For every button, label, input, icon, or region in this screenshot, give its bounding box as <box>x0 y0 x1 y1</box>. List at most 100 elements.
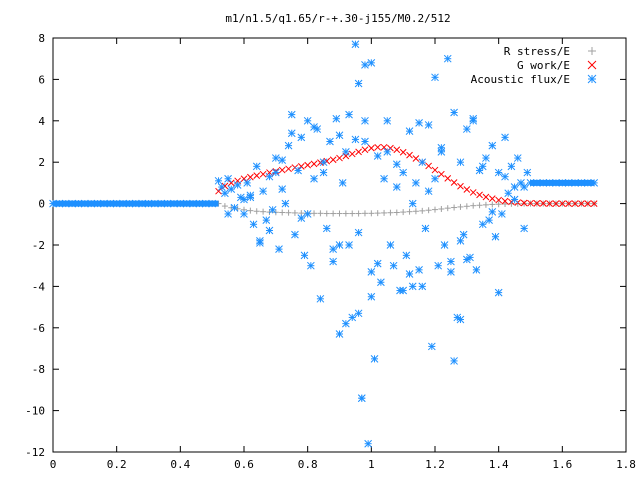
data-point <box>451 204 458 211</box>
data-point <box>482 193 490 201</box>
data-point <box>552 200 560 207</box>
data-point <box>224 210 232 218</box>
data-point <box>221 189 229 198</box>
data-point <box>217 183 226 191</box>
legend-marker <box>587 74 597 84</box>
data-point <box>425 207 432 214</box>
data-point <box>214 176 223 185</box>
data-point <box>342 210 349 217</box>
data-point <box>329 257 337 266</box>
data-point <box>317 210 324 217</box>
x-tick-label: 1 <box>368 458 375 471</box>
y-tick-label: -10 <box>25 405 45 418</box>
data-point <box>377 278 385 287</box>
data-point <box>330 210 337 217</box>
data-point <box>300 251 309 260</box>
y-tick-label: 6 <box>38 73 45 86</box>
data-point <box>434 261 443 270</box>
data-point <box>558 200 566 207</box>
x-tick-label: 1.8 <box>616 458 636 471</box>
data-point <box>444 174 452 182</box>
legend-label: Acoustic flux/E <box>471 73 570 86</box>
data-point <box>351 40 360 49</box>
data-point <box>485 216 493 225</box>
data-point <box>271 168 280 177</box>
data-point <box>399 148 407 156</box>
data-point <box>326 137 334 146</box>
data-point <box>247 173 254 181</box>
y-tick-label: 4 <box>38 115 45 128</box>
data-point <box>444 205 451 212</box>
data-point <box>590 200 598 207</box>
data-point <box>322 224 331 233</box>
data-point <box>281 199 290 208</box>
data-point <box>259 187 267 196</box>
data-point <box>520 199 528 207</box>
data-point <box>495 201 502 208</box>
data-point <box>399 286 408 295</box>
data-point <box>400 209 407 216</box>
data-point <box>349 210 356 217</box>
data-point <box>418 282 427 291</box>
data-point <box>408 282 417 291</box>
data-point <box>450 357 458 365</box>
data-point <box>399 168 408 177</box>
data-point <box>243 179 252 187</box>
data-point <box>373 259 382 268</box>
data-point <box>415 265 423 274</box>
data-point <box>418 158 427 167</box>
data-point <box>262 216 271 225</box>
data-point <box>447 257 455 266</box>
data-point <box>338 179 347 187</box>
series-layer <box>49 40 599 448</box>
data-point <box>456 237 465 245</box>
data-point <box>494 168 503 177</box>
data-point <box>332 114 341 123</box>
data-point <box>463 203 470 210</box>
data-point <box>380 143 388 151</box>
data-point <box>393 209 400 216</box>
data-point <box>310 123 318 131</box>
data-point <box>342 147 350 156</box>
data-point <box>412 155 420 162</box>
data-point <box>287 110 296 119</box>
data-point <box>478 162 487 171</box>
data-point <box>311 210 318 217</box>
data-point <box>265 226 274 235</box>
legend-label: G work/E <box>517 59 570 72</box>
data-point <box>419 207 426 214</box>
data-point <box>523 168 532 177</box>
data-point <box>584 200 592 207</box>
data-point <box>437 143 446 152</box>
data-point <box>253 208 260 215</box>
data-point <box>355 210 362 217</box>
data-point <box>450 179 458 186</box>
data-point <box>336 154 343 162</box>
data-point <box>488 141 497 150</box>
data-point <box>306 261 315 270</box>
data-point <box>383 147 392 156</box>
data-point <box>478 220 487 229</box>
data-point <box>459 230 468 239</box>
data-point <box>335 241 344 249</box>
data-point <box>501 133 509 142</box>
data-point <box>495 196 503 204</box>
data-point <box>304 161 312 169</box>
data-point <box>440 241 449 249</box>
data-point <box>533 200 541 207</box>
data-point <box>297 214 306 222</box>
data-point <box>374 143 382 151</box>
data-point <box>287 129 296 138</box>
data-point <box>427 342 436 351</box>
data-point <box>502 201 509 208</box>
data-point <box>456 158 465 167</box>
data-point <box>497 210 506 218</box>
data-point <box>504 189 513 198</box>
y-tick-label: -8 <box>32 363 45 376</box>
data-point <box>476 191 483 199</box>
y-tick-label: -6 <box>32 322 45 335</box>
data-point <box>303 210 312 218</box>
data-point <box>431 174 439 183</box>
